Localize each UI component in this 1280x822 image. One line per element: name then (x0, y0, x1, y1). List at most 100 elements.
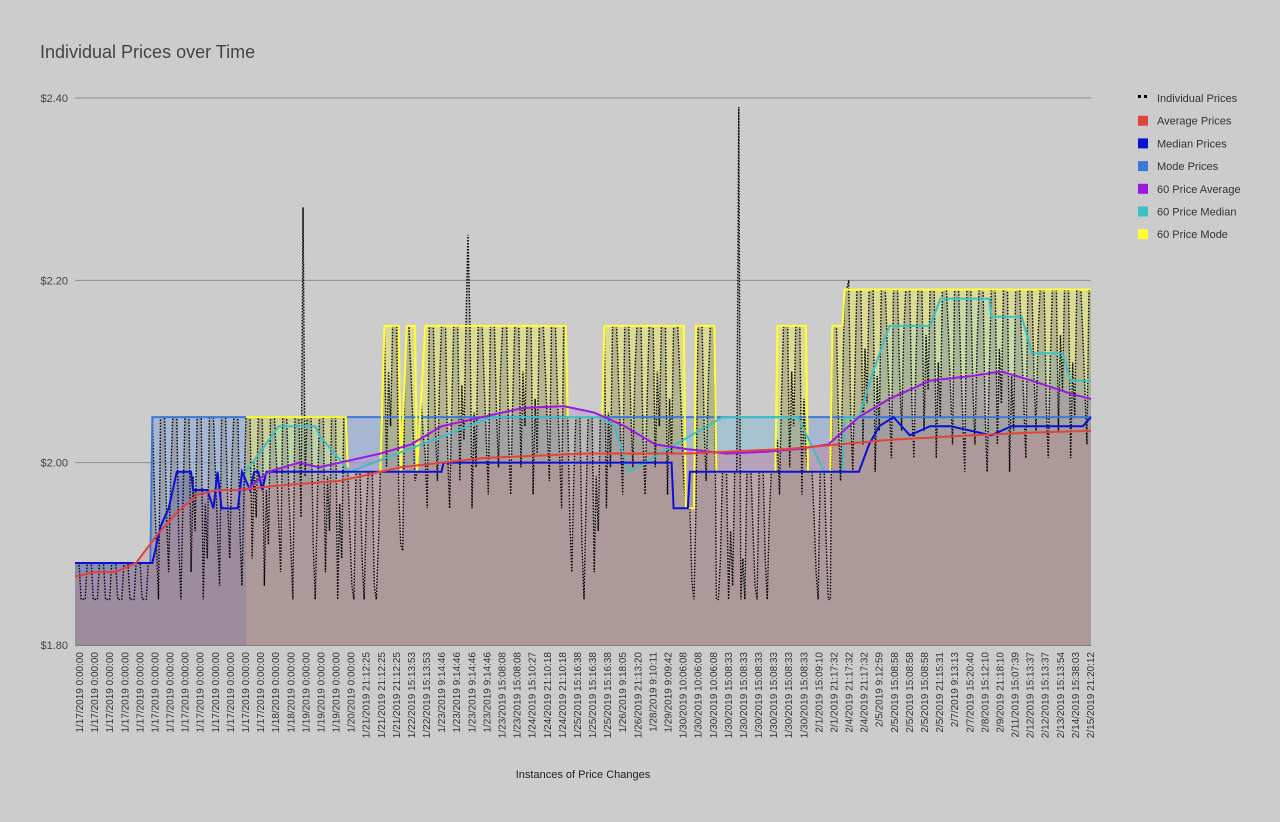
x-tick-label: 1/17/2019 0:00:00 (120, 652, 131, 733)
x-tick-label: 1/23/2019 15:08:08 (498, 652, 509, 739)
x-tick-label: 1/21/2019 21:12:25 (362, 652, 373, 739)
y-tick-label: $2.20 (40, 275, 68, 287)
legend-label: 60 Price Median (1157, 207, 1237, 219)
y-tick-label: $2.00 (40, 458, 68, 470)
x-tick-label: 1/30/2019 15:08:33 (754, 652, 765, 739)
x-tick-label: 2/14/2019 15:38:03 (1071, 652, 1082, 739)
legend-swatch (1138, 229, 1148, 240)
x-tick-label: 2/5/2019 15:08:58 (920, 652, 931, 733)
x-tick-label: 1/30/2019 10:06:08 (709, 652, 720, 739)
x-tick-label: 1/28/2019 9:10:11 (648, 652, 659, 732)
x-axis-ticks: 1/17/2019 0:00:00 1/17/2019 0:00:00 1/17/2… (75, 652, 1097, 739)
individual-prices-area (75, 107, 1091, 646)
legend-swatch (1138, 115, 1148, 126)
legend: Individual Prices Average Prices Median Pr… (1138, 93, 1241, 241)
chart-title: Individual Prices over Time (40, 42, 255, 62)
x-tick-label: 2/15/2019 21:20:12 (1086, 652, 1097, 739)
x-tick-label: 1/17/2019 0:00:00 (256, 652, 267, 733)
x-tick-label: 2/7/2019 15:20:40 (965, 652, 976, 733)
legend-label: Individual Prices (1157, 93, 1238, 105)
legend-label: 60 Price Mode (1157, 229, 1228, 241)
x-tick-label: 2/5/2019 15:08:58 (905, 652, 916, 733)
x-tick-label: 1/24/2019 21:10:18 (558, 652, 569, 739)
legend-swatch (1138, 206, 1148, 217)
x-tick-label: 1/17/2019 0:00:00 (105, 652, 116, 733)
x-tick-label: 1/23/2019 9:14:46 (482, 652, 493, 733)
x-tick-label: 1/23/2019 9:14:46 (467, 652, 478, 733)
x-tick-label: 1/30/2019 10:06:08 (679, 652, 690, 739)
x-tick-label: 1/29/2019 9:09:42 (664, 652, 675, 733)
legend-label: Mode Prices (1157, 161, 1219, 173)
legend-swatch (1138, 95, 1141, 98)
legend-swatch (1138, 138, 1148, 149)
legend-swatch (1138, 183, 1148, 194)
x-tick-label: 1/26/2019 9:18:05 (618, 652, 629, 733)
x-tick-label: 1/17/2019 0:00:00 (75, 652, 86, 733)
median-prices-line (75, 415, 1092, 564)
x-tick-label: 1/25/2019 15:16:38 (603, 652, 614, 739)
x-tick-label: 1/19/2019 0:00:00 (332, 652, 343, 733)
x-tick-label: 1/18/2019 0:00:00 (286, 652, 297, 733)
x-tick-label: 1/23/2019 9:14:46 (452, 652, 463, 733)
x-tick-label: 1/18/2019 0:00:00 (271, 652, 282, 733)
x-tick-label: 1/25/2019 15:16:38 (588, 652, 599, 739)
legend-label: Median Prices (1157, 138, 1227, 150)
x-tick-label: 2/8/2019 15:12:10 (980, 652, 991, 733)
x-tick-label: 2/9/2019 21:18:10 (996, 652, 1007, 733)
y-axis-ticks: $1.80 $2.00 $2.20 $2.40 (40, 93, 68, 652)
x-tick-label: 1/30/2019 15:08:33 (784, 652, 795, 739)
x-tick-label: 1/17/2019 0:00:00 (211, 652, 222, 733)
y-tick-label: $1.80 (40, 640, 68, 652)
x-tick-label: 1/17/2019 0:00:00 (166, 652, 177, 733)
x-tick-label: 1/20/2019 0:00:00 (347, 652, 358, 733)
x-tick-label: 1/26/2019 21:13:20 (633, 652, 644, 739)
legend-swatch (1138, 161, 1148, 172)
x-tick-label: 1/17/2019 0:00:00 (90, 652, 101, 733)
sixty-median-line (245, 297, 1091, 474)
x-tick-label: 1/30/2019 15:08:33 (739, 652, 750, 739)
x-tick-label: 1/17/2019 0:00:00 (241, 652, 252, 733)
x-tick-label: 2/5/2019 9:12:59 (875, 652, 886, 728)
x-tick-label: 1/19/2019 0:00:00 (301, 652, 312, 733)
x-tick-label: 2/5/2019 15:08:58 (890, 652, 901, 733)
x-tick-label: 2/12/2019 15:13:37 (1026, 652, 1037, 739)
average-prices-line (74, 429, 1092, 578)
x-tick-label: 1/25/2019 15:16:38 (573, 652, 584, 739)
average-prices-area (75, 430, 1091, 645)
x-tick-label: 1/21/2019 21:12:25 (392, 652, 403, 739)
x-tick-label: 1/17/2019 0:00:00 (226, 652, 237, 733)
x-tick-label: 1/21/2019 21:12:25 (377, 652, 388, 739)
x-tick-label: 2/7/2019 9:13:13 (950, 652, 961, 728)
x-tick-label: 2/1/2019 15:09:10 (814, 652, 825, 733)
legend-swatch (1144, 95, 1147, 98)
x-tick-label: 2/1/2019 21:17:32 (830, 652, 841, 733)
x-tick-label: 2/11/2019 15:07:39 (1011, 652, 1022, 738)
x-tick-label: 1/24/2019 21:10:18 (543, 652, 554, 739)
x-tick-label: 1/17/2019 0:00:00 (196, 652, 207, 733)
series-lines (74, 107, 1092, 601)
x-tick-label: 1/30/2019 15:08:33 (799, 652, 810, 739)
x-tick-label: 2/12/2019 15:13:37 (1041, 652, 1052, 739)
x-tick-label: 2/13/2019 15:13:54 (1056, 652, 1067, 739)
x-tick-label: 1/17/2019 0:00:00 (135, 652, 146, 733)
x-tick-label: 1/30/2019 15:08:33 (769, 652, 780, 739)
legend-label: Average Prices (1157, 116, 1232, 128)
x-tick-label: 1/19/2019 0:00:00 (316, 652, 327, 733)
x-tick-label: 1/17/2019 0:00:00 (150, 652, 161, 733)
x-tick-label: 1/17/2019 0:00:00 (181, 652, 192, 733)
x-tick-label: 2/4/2019 21:17:32 (845, 652, 856, 733)
x-tick-label: 1/30/2019 15:08:33 (724, 652, 735, 739)
x-tick-label: 1/23/2019 15:08:08 (513, 652, 524, 739)
x-tick-label: 2/5/2019 21:15:31 (935, 652, 946, 733)
y-tick-label: $2.40 (40, 93, 68, 105)
x-tick-label: 1/22/2019 15:13:53 (407, 652, 418, 739)
legend-label: 60 Price Average (1157, 184, 1241, 196)
x-tick-label: 2/4/2019 21:17:32 (860, 652, 871, 733)
x-tick-label: 1/24/2019 15:10:27 (528, 652, 539, 739)
x-axis-label: Instances of Price Changes (516, 769, 651, 781)
x-tick-label: 1/22/2019 15:13:53 (422, 652, 433, 739)
sixty-average-line (245, 370, 1092, 491)
x-tick-label: 1/23/2019 9:14:46 (437, 652, 448, 733)
x-tick-label: 1/30/2019 10:06:08 (694, 652, 705, 739)
